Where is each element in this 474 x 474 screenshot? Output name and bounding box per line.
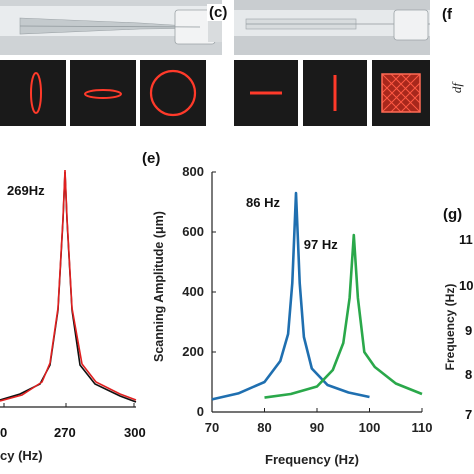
fiber-photo-right bbox=[234, 0, 430, 55]
g-ytick-7: 7 bbox=[465, 407, 473, 422]
left-resonance-plot bbox=[0, 169, 137, 408]
g-y-axis-title: Frequency (Hz) bbox=[443, 283, 457, 371]
left-plot-peak-label: 269Hz bbox=[7, 183, 45, 198]
x-tick-label: 110 bbox=[412, 420, 433, 435]
y-tick-label: 0 bbox=[197, 404, 204, 419]
series-line-1 bbox=[264, 233, 423, 399]
peak-annotation-1: 97 Hz bbox=[304, 237, 338, 252]
left-plot-xtick-270: 270 bbox=[54, 425, 76, 440]
scan-photo-ellipse-horizontal bbox=[70, 60, 136, 126]
x-tick-label: 80 bbox=[257, 420, 271, 435]
panel-label-f: (f bbox=[442, 6, 452, 23]
y-tick-label: 200 bbox=[182, 344, 204, 359]
left-plot-red-trace bbox=[0, 169, 137, 402]
scan-photo-ellipse-vertical bbox=[0, 60, 66, 126]
x-tick-label: 70 bbox=[205, 420, 219, 435]
y-tick-label: 800 bbox=[182, 164, 204, 179]
x-tick-label: 100 bbox=[359, 420, 381, 435]
panel-label-g: (g) bbox=[443, 206, 463, 223]
x-tick-label: 90 bbox=[310, 420, 324, 435]
peak-annotation-0: 86 Hz bbox=[246, 195, 280, 210]
series-line-0 bbox=[211, 191, 370, 401]
scan-photo-line-horizontal bbox=[234, 60, 298, 126]
left-plot-xtick-0: 0 bbox=[0, 425, 8, 440]
g-ytick-11: 11 bbox=[459, 232, 473, 247]
chart-e-x-axis-title: Frequency (Hz) bbox=[265, 452, 359, 467]
scan-photo-line-vertical bbox=[303, 60, 367, 126]
left-plot-black-trace bbox=[0, 171, 137, 403]
panel-label-c: (c) bbox=[207, 4, 230, 21]
fiber-photo-left bbox=[0, 0, 222, 55]
y-tick-label: 600 bbox=[182, 224, 204, 239]
g-ytick-8: 8 bbox=[465, 367, 473, 382]
scan-photo-lissajous bbox=[372, 60, 430, 126]
resonance-chart-e: 70 80 90 100 110 0 200 400 600 800 86 Hz 97 Hz bbox=[182, 164, 433, 435]
g-ytick-9: 9 bbox=[465, 323, 473, 338]
g-ytick-10: 10 bbox=[459, 278, 474, 293]
cropped-f-label: df bbox=[449, 82, 465, 94]
left-plot-xtick-300: 300 bbox=[124, 425, 146, 440]
panel-label-e: (e) bbox=[142, 150, 161, 167]
chart-e-y-axis-title: Scanning Amplitude (μm) bbox=[152, 211, 166, 362]
left-plot-x-axis-title: cy (Hz) bbox=[0, 448, 43, 463]
scan-photo-circle bbox=[140, 60, 206, 126]
y-tick-label: 400 bbox=[182, 284, 204, 299]
